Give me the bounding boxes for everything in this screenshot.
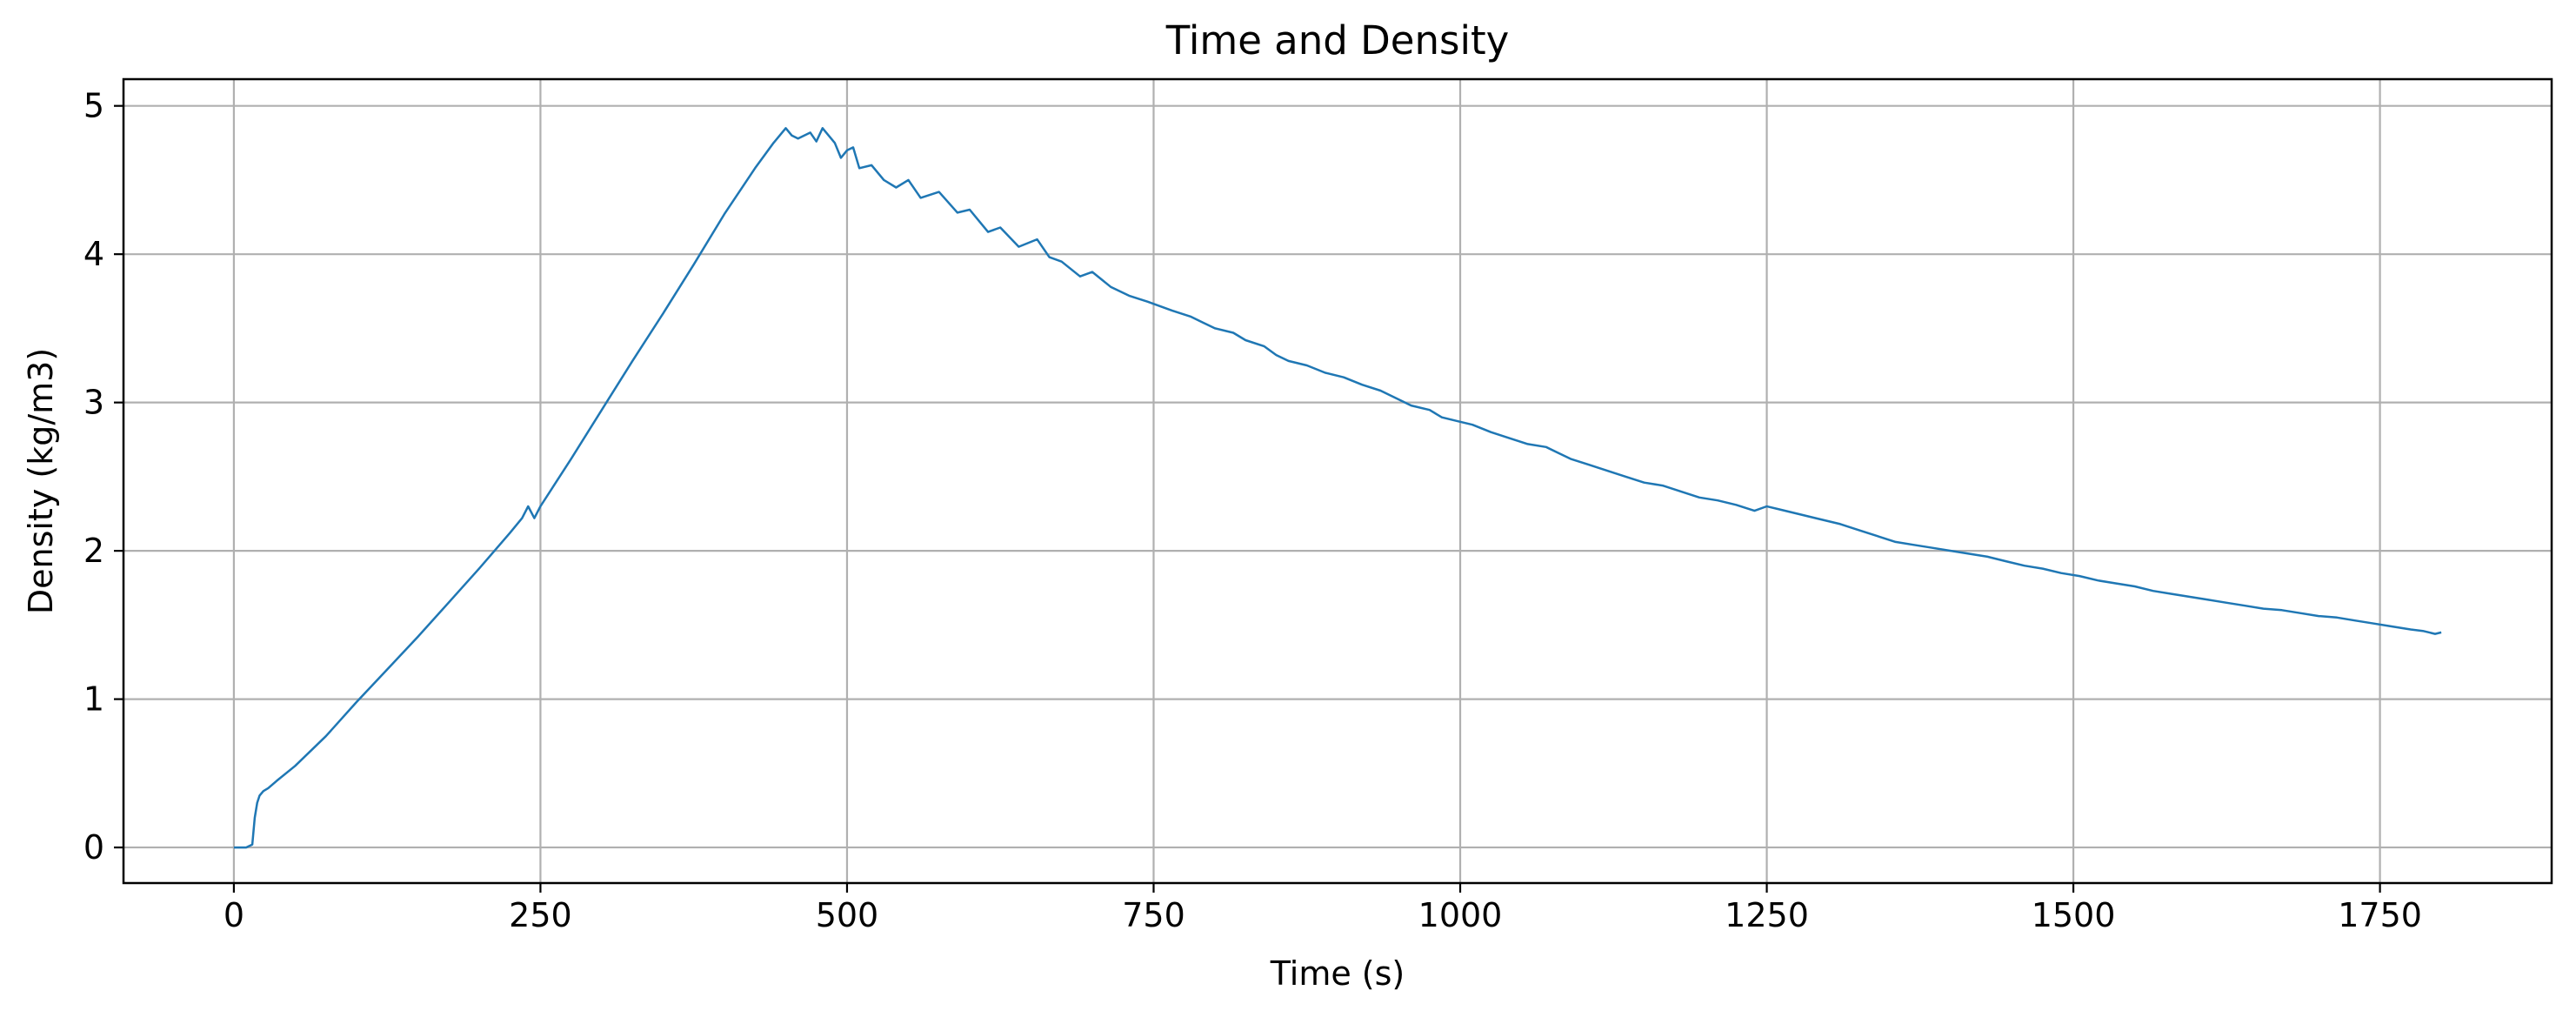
y-tick-label: 2: [83, 532, 104, 570]
x-tick-label: 0: [224, 896, 244, 934]
x-tick-label: 1750: [2338, 896, 2422, 934]
y-tick-label: 3: [83, 384, 104, 422]
chart-title: Time and Density: [1165, 17, 1509, 64]
plot-area: [233, 127, 2442, 849]
y-tick-label: 4: [83, 235, 104, 273]
x-tick-label: 750: [1122, 896, 1185, 934]
plot-frame: [122, 77, 2553, 885]
x-tick-label: 1250: [1725, 896, 1809, 934]
x-tick-label: 250: [509, 896, 572, 934]
y-axis-ticks: 0 1 2 3 4 5: [83, 87, 123, 867]
x-axis-ticks: 0 250 500 750 1000 1250 1500 1750: [224, 883, 2422, 934]
y-tick-label: 0: [83, 828, 104, 867]
x-tick-label: 1500: [2032, 896, 2116, 934]
x-tick-label: 500: [816, 896, 879, 934]
x-axis-label: Time (s): [1270, 954, 1405, 993]
series-line: [233, 127, 2442, 849]
y-tick-label: 5: [83, 87, 104, 125]
x-tick-label: 1000: [1418, 896, 1503, 934]
y-axis-label: Density (kg/m3): [22, 348, 60, 614]
grid: [123, 79, 2552, 883]
y-tick-label: 1: [83, 680, 104, 719]
